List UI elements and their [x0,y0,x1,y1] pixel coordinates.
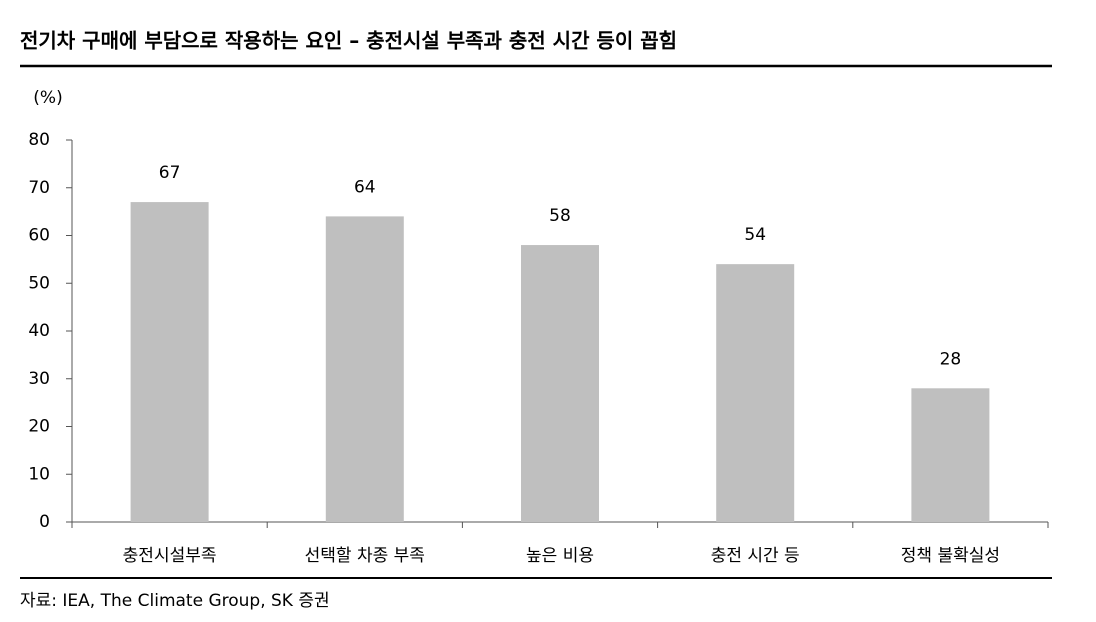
y-tick-label: 0 [39,512,50,532]
bar [325,216,404,522]
y-tick-label: 70 [28,178,50,198]
x-tick-label: 선택할 차종 부족 [305,546,425,566]
bar [716,264,795,522]
y-tick-label: 60 [28,226,50,246]
bar [911,388,990,522]
bar [521,245,599,523]
data-label: 67 [159,163,181,183]
data-label: 28 [940,349,962,369]
y-tick-label: 20 [28,417,50,437]
y-tick-label: 40 [28,321,50,341]
bar [130,202,209,522]
y-tick-label: 10 [28,464,50,484]
data-label: 54 [744,225,766,245]
y-tick-label: 30 [28,369,50,389]
data-label: 58 [549,206,571,226]
x-tick-label: 정책 불확실성 [901,546,1000,566]
chart-title: 전기차 구매에 부담으로 작용하는 요인 – 충전시설 부족과 충전 시간 등이… [20,29,677,53]
x-tick-label: 높은 비용 [526,546,594,566]
y-axis-label: (%) [33,88,62,108]
x-tick-label: 충전 시간 등 [711,546,800,566]
y-tick-label: 50 [28,273,50,293]
x-tick-label: 충전시설부족 [123,546,217,566]
data-label: 64 [354,177,376,197]
y-tick-label: 80 [28,130,50,150]
source-note: 자료: IEA, The Climate Group, SK 증권 [20,591,330,611]
